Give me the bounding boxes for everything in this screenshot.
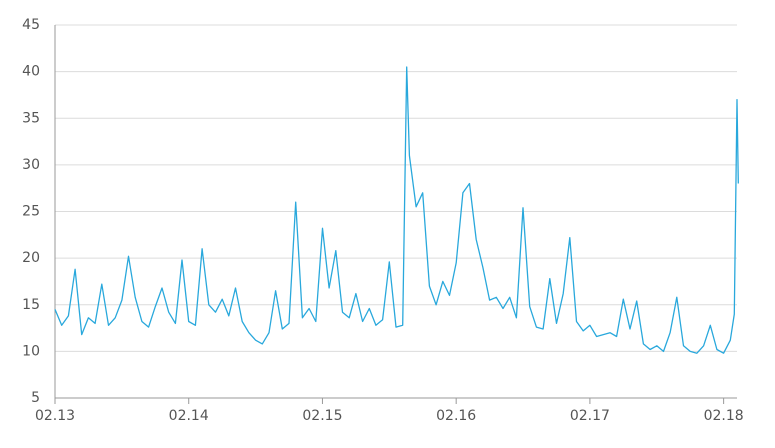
x-tick-label: 02.16 [436,408,476,424]
x-tick-label: 02.14 [169,408,209,424]
y-tick-label: 45 [22,17,40,33]
y-tick-label: 30 [22,157,40,173]
y-tick-label: 20 [22,250,40,266]
y-tick-label: 15 [22,297,40,313]
line [54,66,739,354]
y-tick-label: 10 [22,343,40,359]
x-tick-label: 02.15 [302,408,342,424]
y-tick-label: 5 [31,390,40,406]
y-tick-label: 35 [22,110,40,126]
x-tick-label: 02.13 [35,408,75,424]
y-tick-label: 25 [22,204,40,220]
x-tick-label: 02.18 [704,408,744,424]
x-tick-label: 02.17 [570,408,610,424]
y-tick-label: 40 [22,64,40,80]
